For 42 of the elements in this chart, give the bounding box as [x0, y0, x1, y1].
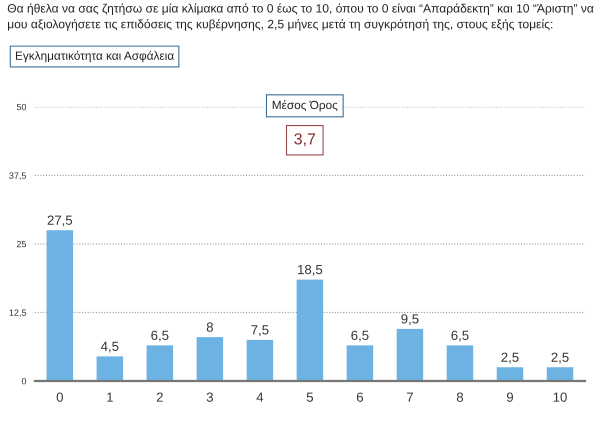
y-tick-label: 12,5	[10, 309, 26, 317]
data-label: 2,5	[501, 352, 519, 364]
bar	[246, 340, 274, 382]
x-tick-label: 1	[107, 392, 113, 402]
x-tick-label: 7	[406, 392, 413, 402]
y-tick-label: 50	[16, 104, 26, 110]
bar	[396, 328, 424, 382]
data-label: 6,5	[351, 330, 369, 342]
x-tick-label: 2	[156, 392, 163, 402]
bar	[196, 337, 224, 382]
y-tick-label: 37,5	[9, 172, 26, 180]
bar	[496, 367, 524, 382]
data-label: 4,5	[100, 342, 118, 353]
bar	[446, 345, 474, 382]
annotation: 3,7	[294, 133, 316, 146]
chart-title: Θα ήθελα να σας ζητήσω σε μία κλίμακα από το 0 έως το 10, όπου το 0 είναι “Απαράδεκτη” και 10 “Άριστη” να μου αξιολογήσετε τις επιδόσεις της κυβέρνησης, 2,5 μήνες μετά τη συγκρότησή της, στους εξής τομείς:	[8, 3, 594, 31]
x-tick-label: 10	[554, 392, 567, 402]
x-tick-label: 6	[356, 392, 364, 402]
data-label: 8	[206, 322, 213, 332]
data-label: 6,5	[451, 330, 469, 342]
data-label: 27,5	[48, 216, 72, 226]
data-label: 7,5	[251, 325, 268, 336]
bar	[346, 345, 374, 382]
bar	[546, 367, 574, 382]
bar	[146, 345, 174, 382]
y-tick-label: 0	[22, 378, 26, 384]
bar	[46, 230, 74, 382]
bar	[296, 280, 324, 382]
annotation: Μέσος Όρος	[272, 100, 338, 112]
x-tick-label: 8	[456, 392, 464, 402]
data-label: 9,5	[401, 314, 419, 326]
x-tick-label: 5	[306, 392, 314, 402]
data-label: 6,5	[151, 330, 168, 342]
data-label: 2,5	[551, 352, 569, 364]
x-tick-label: 0	[56, 392, 63, 402]
data-label: 18,5	[298, 264, 322, 276]
x-tick-label: 3	[206, 392, 213, 402]
x-tick-label: 4	[256, 392, 264, 402]
bar	[96, 356, 124, 382]
x-tick-label: 9	[506, 392, 514, 402]
y-tick-label: 25	[16, 240, 26, 248]
chart-subtitle: Εγκληματικότητα και Ασφάλεια	[16, 50, 174, 62]
